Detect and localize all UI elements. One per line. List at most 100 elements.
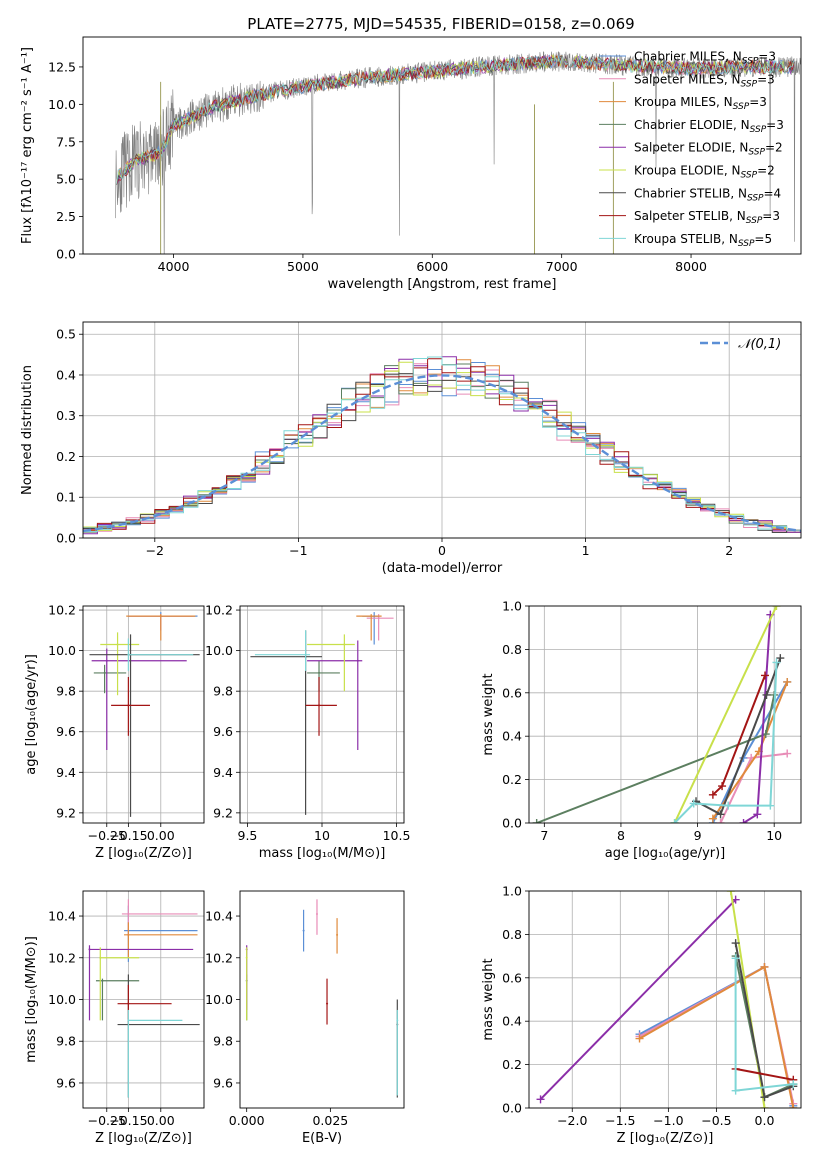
y-tick-label: 7.5 <box>56 134 76 149</box>
histogram-step-line <box>83 356 801 532</box>
y-tick-label: 0.3 <box>56 408 76 423</box>
plot-frame <box>239 890 405 1109</box>
x-tick-label: 0.0 <box>755 1113 775 1128</box>
legend-subscript: SSP <box>741 79 758 89</box>
y-tick-label: 9.8 <box>56 1034 76 1049</box>
x-tick-label: 7000 <box>546 259 578 274</box>
legend-subscript: SSP <box>750 125 767 135</box>
weight-point-marker <box>724 801 733 810</box>
y-tick-label: 1.0 <box>502 599 522 614</box>
y-tick-label: 10.0 <box>48 97 76 112</box>
x-tick-label: −2.0 <box>557 1113 587 1128</box>
x-tick-label: 9.5 <box>238 828 258 843</box>
y-tick-label: 9.6 <box>213 1075 233 1090</box>
legend-count: =5 <box>754 232 772 246</box>
x-tick-label: −0.25 <box>88 1113 126 1128</box>
weight-point-marker <box>783 677 792 686</box>
y-tick-label: 10.2 <box>205 950 233 965</box>
x-tick-label: 0.025 <box>312 1113 348 1128</box>
data-point <box>99 956 102 959</box>
legend-count: =2 <box>757 164 775 178</box>
plot-area-age-vs-z <box>89 612 200 817</box>
weight-series-line <box>695 657 782 816</box>
x-tick-label: −1 <box>289 543 307 558</box>
y-tick-label: 10.2 <box>205 603 233 618</box>
weight-point-marker <box>760 671 769 680</box>
chart-weight-vs-age: 7 8 9 10 0.0 0.2 0.4 0.6 0.8 1.0 age [log₁₀(age/yr… <box>481 599 802 861</box>
weight-series-line <box>735 1067 794 1081</box>
weight-point-marker <box>731 939 740 948</box>
chart-mass-vs-z: −0.25−0.15 0.00 9.6 9.8 10.0 10.2 10.4 Z [log₁₀… <box>24 890 205 1146</box>
x-axis-label: (data-model)/error <box>382 561 503 576</box>
legend-count: =3 <box>757 72 775 86</box>
histogram-step-line <box>83 373 801 533</box>
weight-point-marker <box>772 606 781 610</box>
y-tick-label: 9.8 <box>56 684 76 699</box>
weight-point-marker <box>716 810 725 819</box>
plot-area-residuals <box>83 356 801 535</box>
data-point <box>127 704 130 707</box>
weight-series-line <box>536 694 776 823</box>
y-tick-label: 9.8 <box>213 1034 233 1049</box>
legend-subscript: SSP <box>741 171 758 181</box>
y-tick-label: 0.2 <box>502 772 522 787</box>
plot-area-spectrum <box>115 51 801 254</box>
x-tick-label: 8 <box>617 828 625 843</box>
x-tick-label: −0.15 <box>109 1113 147 1128</box>
y-tick-label: 10.2 <box>48 950 76 965</box>
data-point <box>105 659 108 662</box>
weight-point-marker <box>708 814 717 823</box>
y-tick-label: 10.4 <box>205 909 233 924</box>
y-axis-label: mass weight <box>481 958 496 1040</box>
weight-point-marker <box>716 819 725 823</box>
weight-point-marker <box>760 1104 769 1108</box>
weight-point-marker <box>760 1093 769 1102</box>
y-axis-label: age [log₁₀(age/yr)] <box>24 654 39 775</box>
legend-subscript: SSP <box>742 57 759 67</box>
weight-point-marker <box>739 819 748 823</box>
plot-area-age-vs-mass <box>250 612 394 815</box>
data-point <box>101 979 104 982</box>
y-tick-label: 0.0 <box>56 531 76 546</box>
x-axis-label: Z [log₁₀(Z/Z⊙)] <box>617 1131 714 1146</box>
charts-layer: 4000 5000 6000 7000 80000.02.55.07.510.012.5… <box>20 36 802 1146</box>
y-tick-label: 9.4 <box>56 765 76 780</box>
y-tick-label: 10.0 <box>48 992 76 1007</box>
y-tick-label: 0.0 <box>56 247 76 262</box>
data-point <box>318 704 321 707</box>
y-tick-label: 0.4 <box>56 367 76 382</box>
plot-area-mass-vs-z <box>88 899 200 1098</box>
chart-age-vs-z: −0.25−0.15 0.00 9.2 9.4 9.6 9.8 10.0 10.2 Z [log… <box>24 603 205 861</box>
legend-entry: Salpeter MILES, NSSP=3 <box>634 72 775 89</box>
x-tick-label: 0.00 <box>147 828 175 843</box>
x-tick-label: −1.0 <box>653 1113 683 1128</box>
y-axis-label: Flux [fλ10⁻¹⁷ erg cm⁻² s⁻¹ A⁻¹] <box>20 47 35 244</box>
weight-point-marker <box>753 810 762 819</box>
legend-entry: Kroupa ELODIE, NSSP=2 <box>634 164 775 181</box>
model-spectrum-line <box>116 53 795 185</box>
data-point <box>315 912 318 915</box>
chart-weight-vs-z: −2.0 −1.5 −1.0 −0.5 0.0 0.0 0.2 0.4 0.6 0.8 1.0 Z [… <box>481 884 802 1146</box>
chart-mass-vs-ebv: 0.000 0.025 9.6 9.8 10.0 10.2 10.4 E(B-V) <box>205 890 405 1146</box>
y-tick-label: 10.4 <box>48 909 76 924</box>
y-tick-label: 0.8 <box>502 642 522 657</box>
legend-subscript: SSP <box>733 102 750 112</box>
weight-point-marker <box>689 799 698 808</box>
y-tick-label: 9.8 <box>213 684 233 699</box>
y-tick-label: 9.2 <box>213 805 233 820</box>
weight-point-marker <box>635 1034 644 1043</box>
x-tick-label: 9 <box>694 828 702 843</box>
y-tick-label: 0.6 <box>502 685 522 700</box>
y-tick-label: 0.8 <box>502 927 522 942</box>
legend-entry: Chabrier ELODIE, NSSP=3 <box>634 118 784 135</box>
x-tick-label: −2 <box>146 543 164 558</box>
data-point <box>127 933 130 936</box>
y-tick-label: 5.0 <box>56 172 76 187</box>
weight-point-marker <box>718 782 727 791</box>
plot-area-weight-vs-age <box>532 606 792 823</box>
data-point <box>304 653 307 656</box>
weight-point-marker <box>762 690 771 699</box>
x-axis-label: Z [log₁₀(Z/Z⊙)] <box>95 1131 192 1146</box>
y-tick-label: 10.0 <box>48 643 76 658</box>
